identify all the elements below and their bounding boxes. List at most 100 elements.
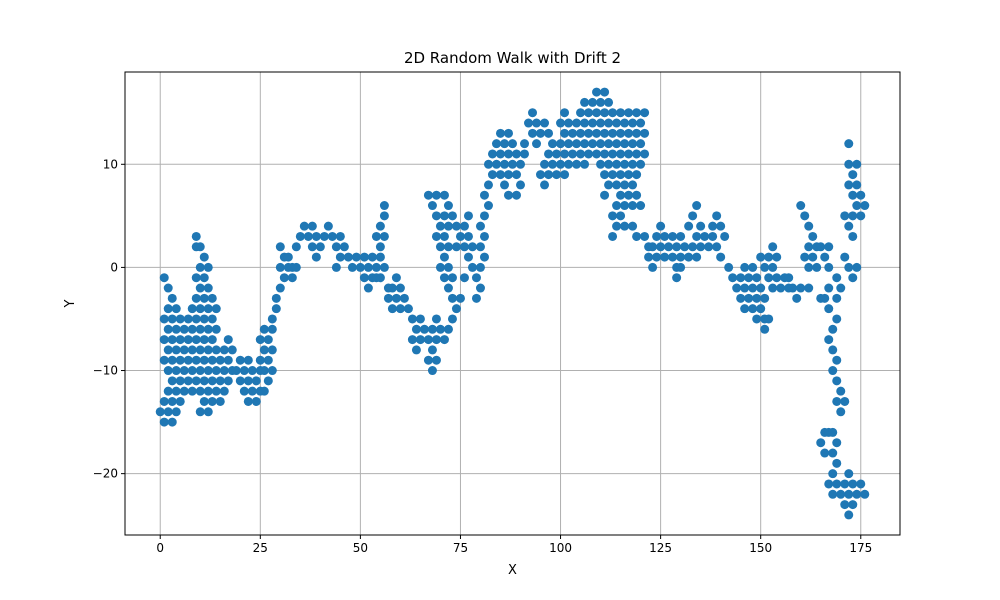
data-point xyxy=(431,314,441,324)
data-point xyxy=(600,190,610,200)
data-point xyxy=(391,273,401,283)
data-point xyxy=(828,345,838,355)
data-point xyxy=(608,108,618,118)
data-point xyxy=(479,231,489,241)
data-point xyxy=(772,252,782,262)
data-point xyxy=(427,366,437,376)
data-point xyxy=(636,159,646,169)
data-point xyxy=(856,211,866,221)
data-point xyxy=(684,221,694,231)
data-point xyxy=(540,180,550,190)
data-point xyxy=(243,355,253,365)
data-point xyxy=(187,345,197,355)
data-point xyxy=(568,149,578,159)
data-point xyxy=(175,314,185,324)
data-point xyxy=(415,314,425,324)
data-point xyxy=(556,159,566,169)
data-point xyxy=(167,376,177,386)
data-point xyxy=(764,252,774,262)
data-point xyxy=(652,231,662,241)
data-point xyxy=(752,314,762,324)
data-point xyxy=(628,201,638,211)
data-point xyxy=(828,469,838,479)
data-point xyxy=(179,345,189,355)
data-point xyxy=(379,201,389,211)
data-point xyxy=(852,489,862,499)
data-point xyxy=(744,293,754,303)
data-point xyxy=(435,262,445,272)
x-tick-label: 50 xyxy=(353,541,368,555)
data-point xyxy=(395,304,405,314)
data-point xyxy=(636,118,646,128)
data-point xyxy=(167,417,177,427)
data-point xyxy=(475,283,485,293)
data-point xyxy=(740,262,750,272)
data-point xyxy=(692,201,702,211)
data-point xyxy=(463,231,473,241)
data-point xyxy=(760,324,770,334)
data-point xyxy=(568,128,578,138)
data-point xyxy=(443,242,453,252)
data-point xyxy=(632,128,642,138)
data-point xyxy=(179,386,189,396)
data-point xyxy=(191,335,201,345)
data-point xyxy=(640,108,650,118)
data-point xyxy=(848,479,858,489)
data-point xyxy=(832,293,842,303)
data-point xyxy=(287,273,297,283)
data-point xyxy=(379,211,389,221)
data-point xyxy=(592,128,602,138)
data-point xyxy=(307,242,317,252)
y-axis-label: Y xyxy=(63,299,78,308)
data-point xyxy=(640,128,650,138)
data-point xyxy=(443,221,453,231)
data-point xyxy=(455,231,465,241)
data-point xyxy=(852,262,862,272)
data-point xyxy=(235,355,245,365)
data-point xyxy=(604,118,614,128)
data-point xyxy=(848,273,858,283)
data-point xyxy=(475,242,485,252)
data-point xyxy=(175,355,185,365)
data-point xyxy=(311,252,321,262)
data-point xyxy=(716,221,726,231)
data-point xyxy=(584,149,594,159)
data-point xyxy=(824,335,834,345)
data-point xyxy=(564,139,574,149)
data-point xyxy=(624,190,634,200)
data-point xyxy=(219,366,229,376)
data-point xyxy=(612,118,622,128)
data-point xyxy=(744,273,754,283)
chart-title: 2D Random Walk with Drift 2 xyxy=(404,49,621,67)
data-point xyxy=(860,201,870,211)
data-point xyxy=(592,149,602,159)
data-point xyxy=(832,438,842,448)
data-point xyxy=(335,231,345,241)
data-point xyxy=(620,201,630,211)
data-point xyxy=(435,324,445,334)
data-point xyxy=(195,386,205,396)
data-point xyxy=(447,314,457,324)
data-point xyxy=(411,324,421,334)
data-point xyxy=(560,149,570,159)
data-point xyxy=(628,118,638,128)
data-point xyxy=(580,118,590,128)
data-point xyxy=(688,211,698,221)
x-axis-ticks: 0 25 50 75 100 125 150 175 xyxy=(156,535,872,555)
data-point xyxy=(439,231,449,241)
data-point xyxy=(672,242,682,252)
data-point xyxy=(407,335,417,345)
data-point xyxy=(223,376,233,386)
data-point xyxy=(187,324,197,334)
data-point xyxy=(199,252,209,262)
data-point xyxy=(219,386,229,396)
data-point xyxy=(431,231,441,241)
data-point xyxy=(195,345,205,355)
data-point xyxy=(556,139,566,149)
data-point xyxy=(303,231,313,241)
data-point xyxy=(451,304,461,314)
data-point xyxy=(431,190,441,200)
data-point xyxy=(824,479,834,489)
data-point xyxy=(343,252,353,262)
